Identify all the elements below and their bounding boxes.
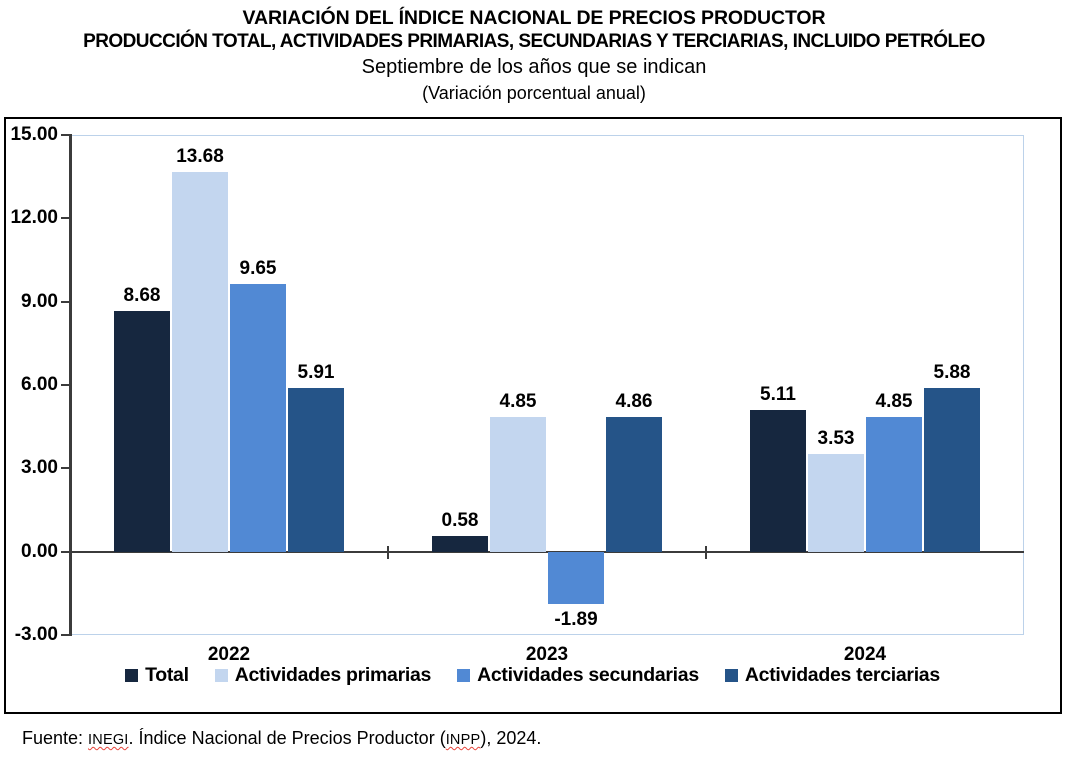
bar[interactable] xyxy=(432,535,488,552)
x-axis-category-label: 2022 xyxy=(207,644,251,665)
page-units: (Variación porcentual anual) xyxy=(422,83,646,103)
source-middle: . Índice Nacional de Precios Productor ( xyxy=(128,728,446,748)
bar-value-label: 9.65 xyxy=(239,257,277,279)
bar-value-label: 5.11 xyxy=(760,383,796,405)
y-axis-tick xyxy=(61,634,70,636)
y-axis-tick xyxy=(61,467,70,470)
legend-item[interactable]: Actividades primarias xyxy=(214,664,432,686)
zero-baseline xyxy=(70,550,1024,553)
bar-value-label: 5.91 xyxy=(297,361,335,383)
y-axis-line xyxy=(69,134,72,636)
bar[interactable] xyxy=(924,388,980,552)
source-prefix: Fuente: xyxy=(22,728,89,748)
legend-label: Total xyxy=(145,664,189,686)
y-axis-tick xyxy=(61,384,70,386)
y-axis-label: 3.00 xyxy=(21,457,58,479)
bar-value-label: 4.86 xyxy=(615,390,653,412)
bar[interactable] xyxy=(866,416,922,552)
bar-value-label: -1.89 xyxy=(554,609,598,631)
legend-label: Actividades terciarias xyxy=(744,664,940,686)
x-axis-category-label: 2024 xyxy=(843,644,887,665)
bar-value-label: 0.58 xyxy=(441,509,479,531)
bar-value-label: 8.68 xyxy=(123,284,161,306)
bar[interactable] xyxy=(288,387,344,552)
bar[interactable] xyxy=(808,453,864,552)
page-period: Septiembre de los años que se indican xyxy=(361,56,707,78)
y-axis-tick xyxy=(61,217,70,220)
legend-item[interactable]: Actividades terciarias xyxy=(724,664,940,686)
x-axis-tick xyxy=(387,545,389,559)
y-axis-label: 12.00 xyxy=(10,207,58,229)
source-index-acronym: INPP xyxy=(445,732,481,748)
legend-swatch-icon xyxy=(724,668,738,682)
chart-frame: 15.00 12.00 9.00 6.00 3.00 0.00 -3.00 8.68 13.6… xyxy=(4,117,1062,714)
y-axis-label: 0.00 xyxy=(21,540,58,562)
legend-label: Actividades primarias xyxy=(234,664,432,686)
bar[interactable] xyxy=(490,416,546,552)
source-organization: INEGI xyxy=(88,732,129,748)
y-axis-label: 6.00 xyxy=(21,374,58,395)
bar-value-label: 13.68 xyxy=(176,145,224,167)
x-axis-tick xyxy=(705,545,707,559)
legend-swatch-icon xyxy=(457,668,471,682)
y-axis-label: -3.00 xyxy=(14,624,58,645)
chart-titles: VARIACIÓN DEL ÍNDICE NACIONAL DE PRECIOS… xyxy=(0,0,1068,105)
y-axis-tick xyxy=(61,134,70,136)
chart-legend: Total Actividades primarias Actividades se… xyxy=(6,665,1059,685)
bar[interactable] xyxy=(750,409,806,552)
legend-swatch-icon xyxy=(214,668,228,682)
bar[interactable] xyxy=(606,416,662,552)
page-title: VARIACIÓN DEL ÍNDICE NACIONAL DE PRECIOS… xyxy=(242,7,826,29)
y-axis-label: 15.00 xyxy=(10,124,58,145)
legend-swatch-icon xyxy=(125,668,139,682)
legend-label: Actividades secundarias xyxy=(477,664,699,686)
y-axis-tick xyxy=(61,300,70,303)
page-subtitle: PRODUCCIÓN TOTAL, ACTIVIDADES PRIMARIAS,… xyxy=(83,31,985,52)
bar-value-label: 4.85 xyxy=(875,390,913,412)
bar[interactable] xyxy=(548,551,604,605)
y-axis-tick xyxy=(61,550,70,553)
source-note: Fuente: INEGI. Índice Nacional de Precio… xyxy=(22,727,541,751)
bar[interactable] xyxy=(114,310,170,552)
bar-value-label: 4.85 xyxy=(499,390,537,412)
y-axis-label: 9.00 xyxy=(21,290,58,312)
legend-item[interactable]: Actividades secundarias xyxy=(457,665,699,685)
x-axis-category-label: 2023 xyxy=(525,644,569,665)
bar-value-label: 5.88 xyxy=(933,362,971,384)
source-suffix: ), 2024. xyxy=(480,728,542,748)
bar[interactable] xyxy=(230,283,286,552)
bar-value-label: 3.53 xyxy=(817,427,855,449)
legend-item[interactable]: Total xyxy=(125,665,189,685)
bar[interactable] xyxy=(172,171,228,552)
